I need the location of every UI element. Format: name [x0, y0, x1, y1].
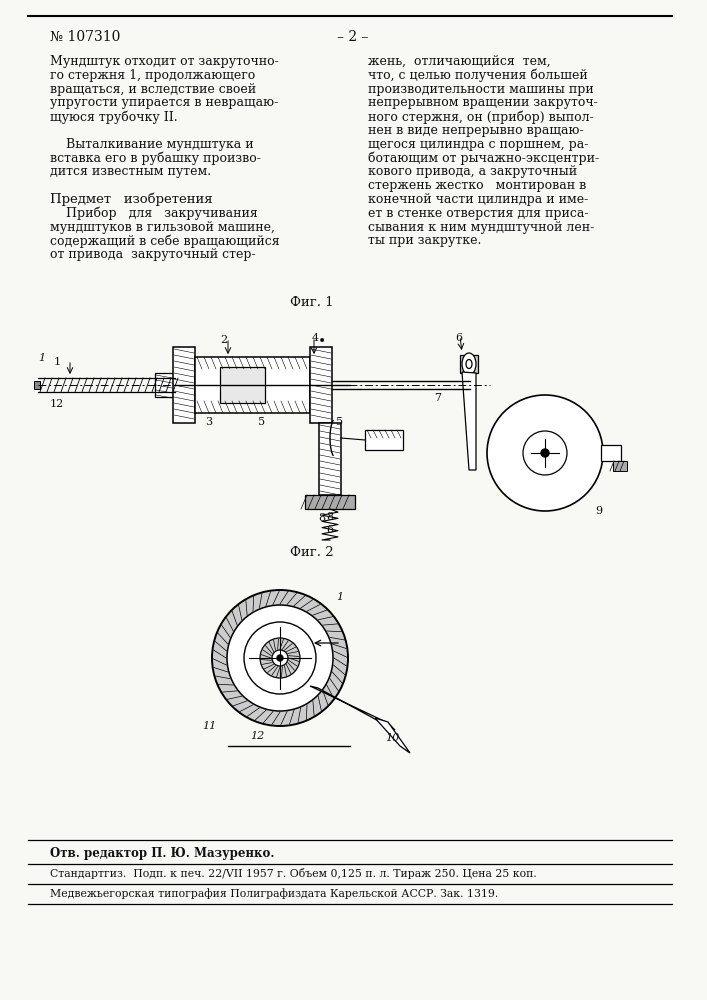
Text: нен в виде непрерывно вращаю-: нен в виде непрерывно вращаю- — [368, 124, 583, 137]
Text: Стандартгиз.  Подп. к печ. 22/VII 1957 г. Объем 0,125 п. л. Тираж 250. Цена 25 к: Стандартгиз. Подп. к печ. 22/VII 1957 г.… — [50, 868, 537, 879]
Text: жень,  отличающийся  тем,: жень, отличающийся тем, — [368, 55, 551, 68]
Text: дится известным путем.: дится известным путем. — [50, 165, 211, 178]
Text: 2: 2 — [220, 335, 227, 345]
Circle shape — [487, 395, 603, 511]
Text: 3: 3 — [205, 417, 212, 427]
Bar — [305, 495, 355, 509]
Text: кового привода, а закруточный: кового привода, а закруточный — [368, 165, 577, 178]
Text: сывания к ним мундштучной лен-: сывания к ним мундштучной лен- — [368, 221, 595, 234]
Bar — [365, 430, 403, 450]
Text: содержащий в себе вращающийся: содержащий в себе вращающийся — [50, 234, 280, 248]
Polygon shape — [310, 686, 395, 730]
Ellipse shape — [466, 360, 472, 368]
Text: вращаться, и вследствие своей: вращаться, и вследствие своей — [50, 83, 256, 96]
Text: ты при закрутке.: ты при закрутке. — [368, 234, 481, 247]
Text: непрерывном вращении закруточ-: непрерывном вращении закруточ- — [368, 96, 597, 109]
Text: 11: 11 — [202, 721, 216, 731]
Text: щегося цилиндра с поршнем, ра-: щегося цилиндра с поршнем, ра- — [368, 138, 588, 151]
Text: ет в стенке отверстия для приса-: ет в стенке отверстия для приса- — [368, 207, 588, 220]
Text: 4: 4 — [312, 333, 319, 343]
Text: 1: 1 — [38, 353, 45, 363]
Text: 1: 1 — [336, 592, 343, 602]
Text: 10: 10 — [385, 733, 399, 743]
Text: Фиг. 2: Фиг. 2 — [290, 546, 334, 559]
Text: 5: 5 — [258, 417, 265, 427]
Circle shape — [260, 638, 300, 678]
Bar — [173, 347, 195, 423]
Text: Мундштук отходит от закруточно-: Мундштук отходит от закруточно- — [50, 55, 279, 68]
Text: Фиг. 1: Фиг. 1 — [290, 296, 334, 309]
Text: 6: 6 — [455, 333, 462, 343]
Text: 6: 6 — [326, 525, 333, 535]
Bar — [460, 355, 478, 373]
Circle shape — [212, 590, 348, 726]
Text: вставка его в рубашку произво-: вставка его в рубашку произво- — [50, 152, 261, 165]
Polygon shape — [462, 372, 476, 470]
Text: что, с целью получения большей: что, с целью получения большей — [368, 69, 588, 82]
Text: го стержня 1, продолжающего: го стержня 1, продолжающего — [50, 69, 255, 82]
Text: мундштуков в гильзовой машине,: мундштуков в гильзовой машине, — [50, 221, 275, 234]
Polygon shape — [375, 718, 410, 753]
Circle shape — [523, 431, 567, 475]
Bar — [601, 445, 621, 461]
Circle shape — [227, 605, 333, 711]
Text: Предмет   изобретения: Предмет изобретения — [50, 193, 213, 207]
Bar — [310, 347, 332, 423]
Text: 8: 8 — [326, 512, 333, 522]
Text: – 2 –: – 2 – — [337, 30, 369, 44]
Ellipse shape — [462, 353, 476, 375]
Text: стержень жестко   монтирован в: стержень жестко монтирован в — [368, 179, 586, 192]
Text: Медвежьегорская типография Полиграфиздата Карельской АССР. Зак. 1319.: Медвежьегорская типография Полиграфиздат… — [50, 888, 498, 899]
Circle shape — [244, 622, 316, 694]
Text: ного стержня, он (прибор) выпол-: ного стержня, он (прибор) выпол- — [368, 110, 594, 124]
Text: 5: 5 — [336, 417, 343, 427]
Text: Выталкивание мундштука и: Выталкивание мундштука и — [50, 138, 254, 151]
Text: от привода  закруточный стер-: от привода закруточный стер- — [50, 248, 256, 261]
Bar — [319, 423, 341, 495]
Bar — [34, 381, 40, 389]
Text: конечной части цилиндра и име-: конечной части цилиндра и име- — [368, 193, 588, 206]
Text: 12: 12 — [250, 731, 264, 741]
Text: 8: 8 — [318, 513, 325, 523]
Text: 12: 12 — [50, 399, 64, 409]
Text: щуюся трубочку II.: щуюся трубочку II. — [50, 110, 177, 124]
Text: ботающим от рычажно-эксцентри-: ботающим от рычажно-эксцентри- — [368, 152, 599, 165]
Text: •: • — [318, 335, 326, 349]
Text: Отв. редактор П. Ю. Мазуренко.: Отв. редактор П. Ю. Мазуренко. — [50, 847, 274, 860]
Text: 1: 1 — [54, 357, 61, 367]
Bar — [613, 461, 627, 471]
Circle shape — [541, 449, 549, 457]
Text: производительности машины при: производительности машины при — [368, 83, 594, 96]
Circle shape — [277, 655, 283, 661]
Text: упругости упирается в невращаю-: упругости упирается в невращаю- — [50, 96, 279, 109]
Text: 7: 7 — [434, 393, 441, 403]
Circle shape — [272, 650, 288, 666]
Text: № 107310: № 107310 — [50, 30, 120, 44]
Bar — [195, 357, 310, 413]
Text: Прибор   для   закручивания: Прибор для закручивания — [50, 207, 258, 220]
Text: 9: 9 — [595, 506, 602, 516]
Bar — [155, 373, 173, 397]
Bar — [220, 367, 265, 403]
